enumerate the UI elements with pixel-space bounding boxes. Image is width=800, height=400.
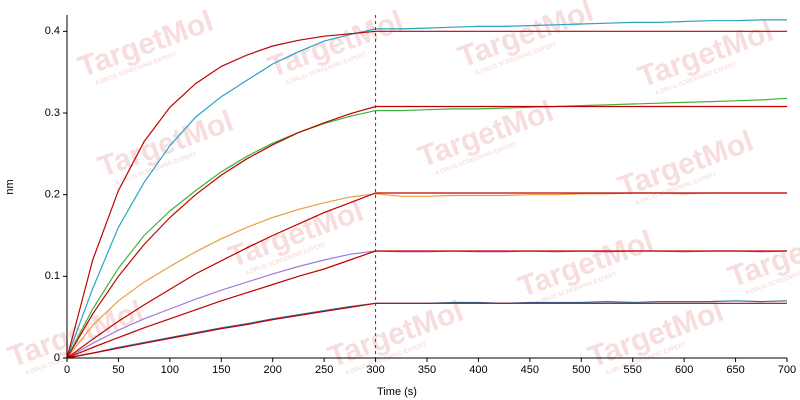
y-tick-label: 0.2 [45,189,60,201]
watermark-text: TargetMol [454,0,598,74]
data-line [66,19,787,359]
x-tick-label: 50 [112,364,124,376]
watermark-text: TargetMol [634,15,778,94]
watermark-text: TargetMol [74,5,218,84]
watermark-text: TargetMol [614,125,758,204]
x-tick-label: 350 [418,364,436,376]
watermark-text: TargetMol [324,295,468,374]
x-tick-label: 250 [315,364,333,376]
x-axis-label: Time (s) [377,386,417,398]
y-tick-label: 0.1 [45,270,60,282]
x-tick-label: 200 [264,364,282,376]
watermark-text: TargetMol [724,215,800,294]
watermark-text: TargetMol [224,195,368,274]
x-tick-label: 550 [624,364,642,376]
y-axis-label: nm [4,179,16,194]
fit-line [66,302,787,359]
fit-line [66,105,787,359]
y-tick-label: 0.3 [45,107,60,119]
x-tick-label: 400 [469,364,487,376]
watermark-text: TargetMol [94,105,238,184]
watermark-text: TargetMol [264,5,408,84]
plot-area [66,15,788,359]
x-tick-label: 100 [161,364,179,376]
watermark-text: TargetMol [514,225,658,304]
watermark-text: TargetMol [584,295,728,374]
x-tick-label: 500 [572,364,590,376]
x-tick-label: 150 [212,364,230,376]
x-tick-label: 600 [675,364,693,376]
data-line [66,97,788,359]
x-tick-label: 0 [64,364,70,376]
y-tick-label: 0 [54,352,60,364]
fit-line [66,30,787,359]
x-tick-label: 700 [778,364,796,376]
x-tick-label: 650 [726,364,744,376]
x-tick-label: 450 [521,364,539,376]
y-tick-label: 0.4 [45,25,60,37]
fit-line [66,250,787,359]
fit-line [66,192,787,359]
x-tick-label: 300 [366,364,384,376]
